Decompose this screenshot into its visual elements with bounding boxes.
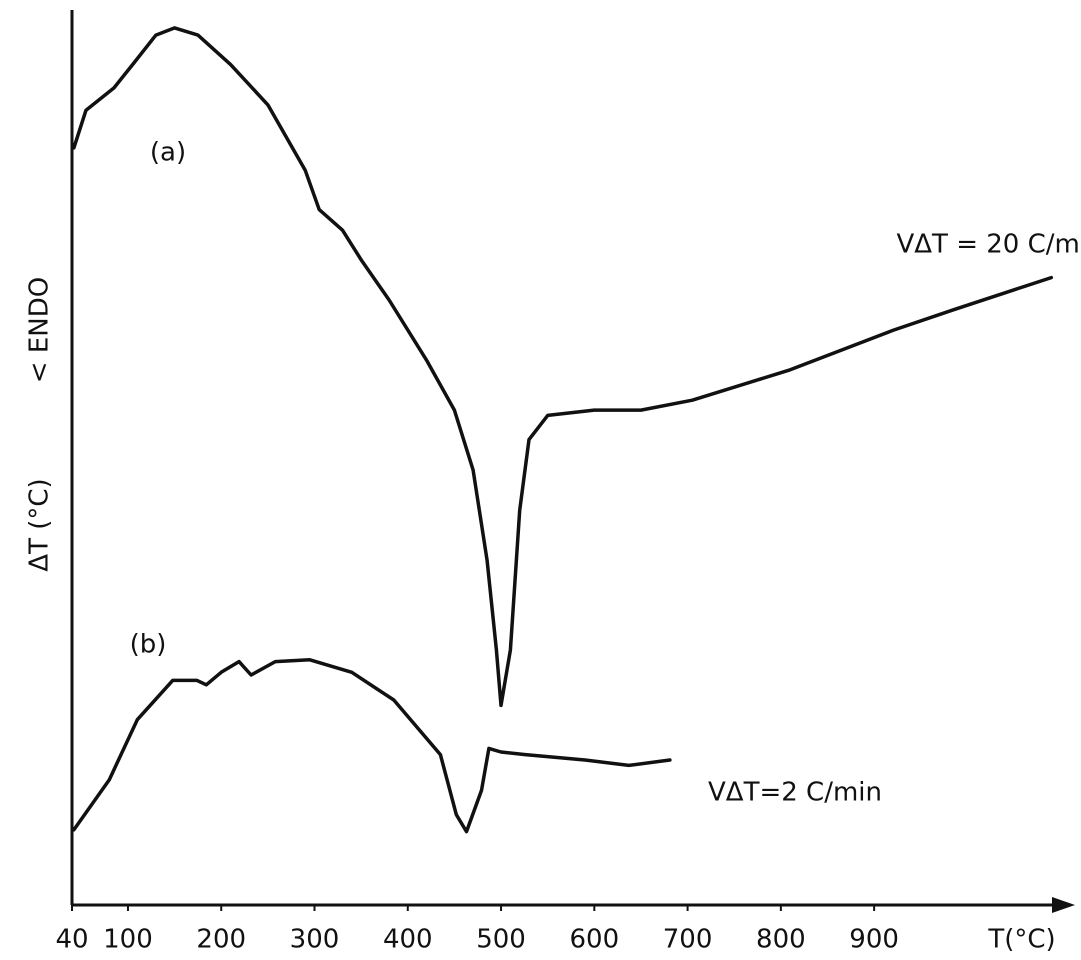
x-tick-label: 300 <box>290 925 340 955</box>
curve <box>72 658 672 834</box>
x-tick-label: 400 <box>383 925 433 955</box>
x-axis-label: T(°C) <box>987 925 1055 955</box>
series-label: VΔT = 20 C/min <box>896 230 1081 260</box>
x-tick-label: 500 <box>476 925 526 955</box>
curve-a-label: (a) <box>150 138 186 168</box>
series-label: VΔT=2 C/min <box>708 778 882 808</box>
x-tick-label: 200 <box>196 925 246 955</box>
x-tick-label: 900 <box>849 925 899 955</box>
x-tick-label: 40 <box>55 925 88 955</box>
curve-b-label: (b) <box>130 630 167 660</box>
x-tick-label: 700 <box>663 925 713 955</box>
endo-label: < ENDO <box>25 277 55 383</box>
curve <box>72 26 1054 708</box>
x-tick-label: 100 <box>103 925 153 955</box>
x-axis-arrow <box>1052 897 1075 913</box>
x-tick-label: 800 <box>756 925 806 955</box>
y-axis-label: ΔT (°C) <box>25 478 55 571</box>
x-tick-label: 600 <box>569 925 619 955</box>
